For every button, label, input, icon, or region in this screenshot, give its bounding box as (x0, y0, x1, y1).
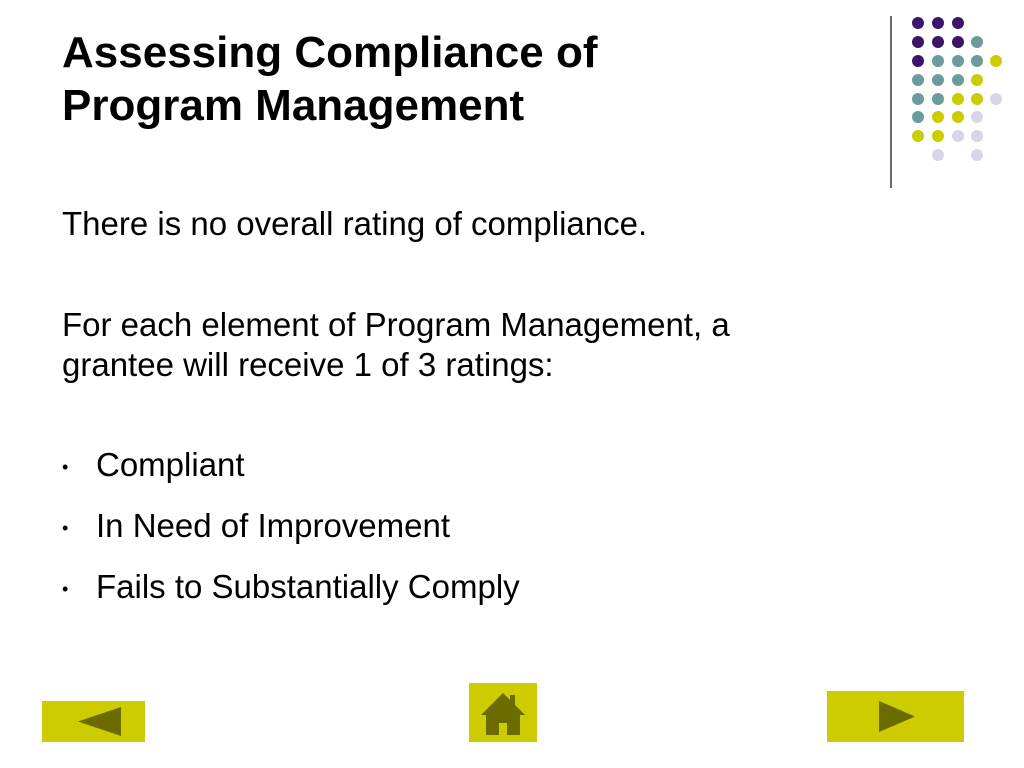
dot (952, 17, 964, 29)
dot (932, 55, 944, 67)
next-slide-button[interactable] (827, 691, 964, 742)
dot (952, 130, 964, 142)
dot (952, 55, 964, 67)
dot (952, 74, 964, 86)
dot-row-5 (912, 93, 1002, 105)
dot (932, 36, 944, 48)
title-line-2: Program Management (62, 80, 525, 130)
dot (932, 149, 944, 161)
dot (990, 93, 1002, 105)
dot (952, 111, 964, 123)
dot (912, 36, 924, 48)
dot (971, 130, 983, 142)
dot (971, 111, 983, 123)
list-item: • In Need of Improvement (62, 506, 520, 567)
dot (932, 130, 944, 142)
bullet-icon: • (62, 579, 69, 599)
dot (952, 36, 964, 48)
paragraph-line-2: grantee will receive 1 of 3 ratings: (62, 345, 554, 383)
dot (912, 93, 924, 105)
paragraph-ratings-intro: For each element of Program Management, … (62, 305, 982, 384)
home-button[interactable] (469, 683, 537, 742)
dot (952, 93, 964, 105)
title-line-1: Assessing Compliance of (62, 28, 598, 77)
slide-title: Assessing Compliance of Program Manageme… (62, 27, 852, 133)
list-item-label: Compliant (96, 446, 245, 483)
previous-slide-button[interactable] (42, 701, 145, 742)
dot (971, 74, 983, 86)
dot-row-1 (912, 17, 964, 29)
dot (912, 55, 924, 67)
bullet-icon: • (62, 518, 69, 538)
ratings-list: • Compliant • In Need of Improvement • F… (62, 445, 520, 628)
dot (932, 74, 944, 86)
bullet-icon: • (62, 457, 69, 477)
dot (990, 55, 1002, 67)
dot (912, 130, 924, 142)
dot-row-4 (912, 74, 983, 86)
dot (932, 17, 944, 29)
triangle-right-icon (879, 701, 915, 732)
dot-row-3 (912, 55, 1002, 67)
dot-row-7 (912, 130, 983, 142)
triangle-left-icon (78, 707, 121, 736)
list-item-label: Fails to Substantially Comply (96, 568, 520, 605)
dot-row-6 (912, 111, 983, 123)
dot (912, 17, 924, 29)
list-item: • Compliant (62, 445, 520, 506)
dot-row-2 (912, 36, 983, 48)
dot (971, 55, 983, 67)
house-icon (481, 693, 525, 735)
dot (971, 36, 983, 48)
dot (932, 93, 944, 105)
decorative-divider (890, 16, 892, 188)
dot (971, 149, 983, 161)
dot (971, 93, 983, 105)
list-item: • Fails to Substantially Comply (62, 567, 520, 628)
dot (932, 111, 944, 123)
list-item-label: In Need of Improvement (96, 507, 451, 544)
paragraph-line-1: For each element of Program Management, … (62, 306, 730, 343)
decorative-dot-grid-icon (912, 17, 1002, 161)
dot-row-8 (932, 149, 983, 161)
dot (912, 74, 924, 86)
dot (912, 111, 924, 123)
paragraph-overall-rating: There is no overall rating of compliance… (62, 205, 648, 242)
